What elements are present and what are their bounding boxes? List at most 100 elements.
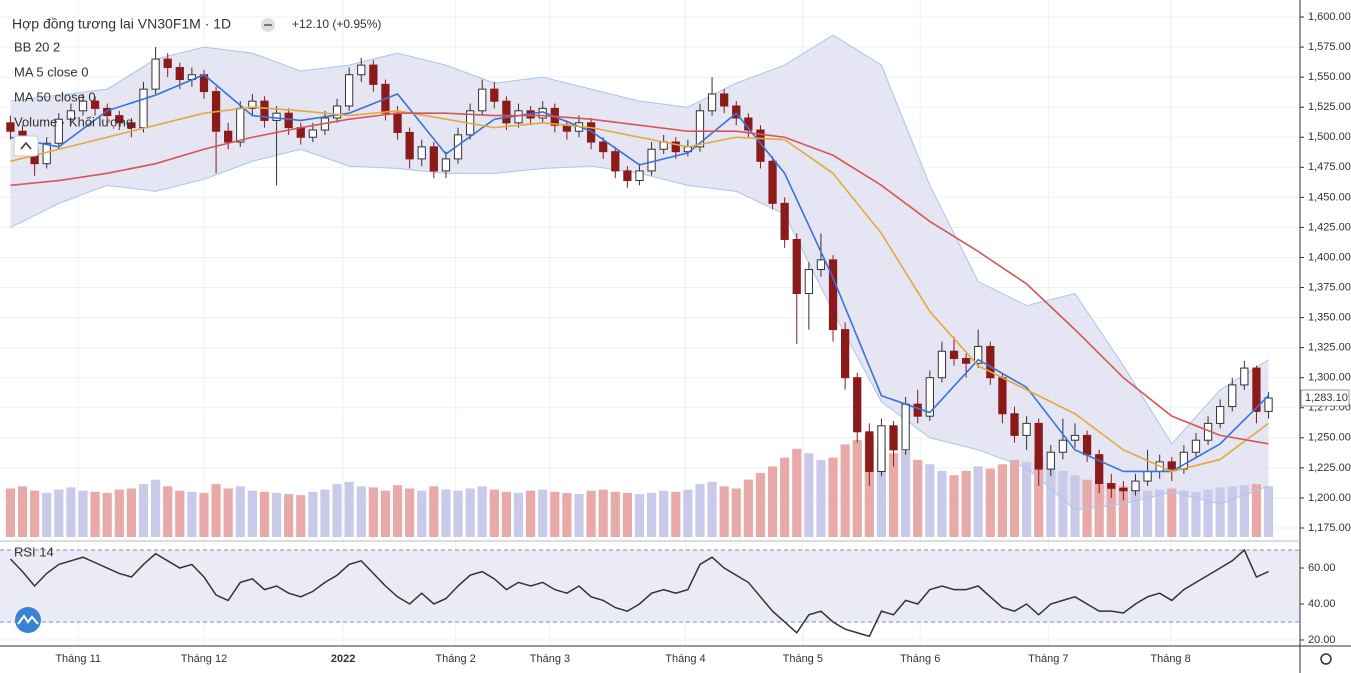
volume-bar (1106, 484, 1116, 537)
y-tick-label: 1,450.00 (1308, 191, 1351, 203)
volume-bar (271, 492, 282, 537)
rsi-title[interactable]: RSI 14 (14, 544, 54, 559)
candle-body (998, 377, 1007, 415)
x-tick-label: Tháng 6 (900, 653, 940, 665)
y-tick-label: 1,500.00 (1308, 131, 1351, 143)
candle-body (986, 345, 995, 379)
volume-bar (332, 484, 342, 537)
volume-bar (17, 486, 28, 537)
volume-bar (417, 490, 427, 537)
x-tick-label: Tháng 11 (55, 653, 101, 665)
candle-body (260, 100, 269, 121)
candle-body (853, 377, 862, 433)
volume-bar (997, 464, 1008, 537)
volume-bar (610, 491, 620, 537)
volume-bar (1034, 457, 1044, 537)
candle-body (78, 100, 88, 112)
candle-body (1070, 434, 1080, 441)
candle-body (756, 129, 765, 162)
candle-body (405, 131, 414, 160)
x-tick-label: Tháng 3 (530, 653, 570, 665)
volume-bar (949, 475, 959, 537)
volume-bar (489, 489, 499, 537)
volume-bar (344, 481, 354, 537)
volume-bar (30, 490, 40, 537)
volume-bar (840, 444, 850, 537)
volume-bar (102, 492, 112, 537)
volume-bar (925, 464, 935, 537)
volume-bar (574, 494, 584, 537)
y-tick-label: 40.00 (1308, 598, 1336, 610)
y-tick-label: 1,375.00 (1308, 281, 1351, 293)
volume-bar (1046, 466, 1056, 537)
x-tick-label: Tháng 8 (1150, 653, 1190, 665)
candle-body (1191, 439, 1201, 453)
volume-bar (320, 489, 330, 537)
volume-bar (1215, 487, 1225, 537)
candle-body (478, 88, 487, 112)
candle-body (429, 146, 438, 172)
candle-body (296, 127, 305, 138)
indicator-label[interactable]: MA 5 close 0 (14, 64, 88, 79)
candle-body (611, 151, 620, 172)
y-tick-label: 20.00 (1308, 634, 1336, 646)
candle-body (1167, 461, 1176, 470)
volume-bar (284, 494, 294, 537)
y-tick-label: 1,350.00 (1308, 311, 1351, 323)
candle-body (345, 74, 354, 107)
volume-bar (671, 491, 681, 537)
volume-bar (187, 491, 197, 537)
candle-body (393, 112, 402, 133)
moving-average (10, 112, 1269, 445)
candle-body (357, 64, 366, 76)
candle-body (586, 122, 596, 143)
candle-body (913, 403, 922, 417)
candle-body (768, 160, 777, 204)
y-tick-label: 1,300.00 (1308, 372, 1351, 384)
indicator-label[interactable]: MA 50 close 0 (14, 89, 96, 104)
candle-body (1240, 367, 1249, 386)
volume-bar (646, 492, 657, 537)
volume-bar (586, 490, 596, 537)
candle-body (889, 425, 898, 451)
volume-bar (731, 488, 741, 537)
volume-bar (780, 457, 790, 537)
volume-bar (659, 490, 669, 537)
volume-bar (816, 459, 826, 537)
volume-bar (804, 453, 814, 537)
logo-mark (17, 614, 39, 625)
volume-bar (380, 490, 391, 537)
candle-body (224, 130, 233, 143)
indicator-label[interactable]: Volume · Khối lượng (14, 114, 133, 129)
candle-body (54, 118, 63, 144)
candle-body (175, 67, 184, 81)
moving-average (10, 106, 1270, 473)
volume-bar (163, 486, 173, 537)
indicator-label[interactable]: BB 20 2 (14, 39, 60, 54)
candle-body (103, 107, 112, 117)
volume-bar (223, 488, 233, 537)
y-tick-label: 1,250.00 (1308, 432, 1351, 444)
candle-body (284, 112, 293, 129)
candle-body (502, 100, 511, 124)
collapse-icon (20, 141, 32, 150)
logo[interactable] (15, 607, 41, 633)
candle-body (695, 110, 705, 148)
settings-button[interactable] (1320, 653, 1332, 665)
volume-bar (90, 491, 100, 537)
y-tick-label: 1,550.00 (1308, 71, 1351, 83)
candle-body (369, 64, 378, 85)
x-tick-label: 2022 (331, 653, 355, 665)
volume-bar (864, 435, 874, 537)
candle-body (1131, 480, 1140, 492)
volume-bar (356, 486, 366, 537)
candle-body (1252, 367, 1261, 412)
collapse-button[interactable] (13, 135, 39, 157)
candle-body (1022, 422, 1031, 436)
volume-bar (211, 484, 221, 537)
candle-body (332, 105, 342, 119)
volume-bar (392, 485, 403, 537)
x-tick-label: Tháng 12 (181, 653, 227, 665)
chart-title: Hợp đồng tương lai VN30F1M · 1D (12, 16, 231, 32)
